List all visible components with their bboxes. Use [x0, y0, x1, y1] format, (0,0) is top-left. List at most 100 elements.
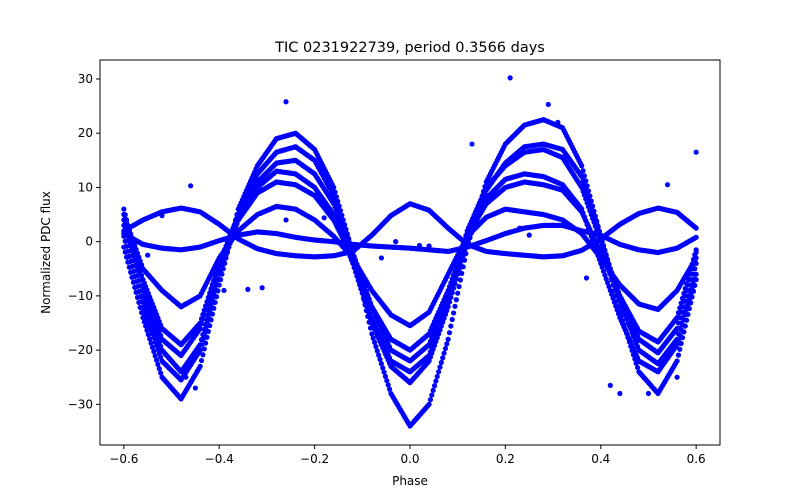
data-point	[624, 330, 630, 337]
data-point	[436, 369, 442, 375]
outlier-point	[507, 75, 513, 81]
data-point	[386, 386, 393, 392]
data-point	[688, 282, 694, 288]
data-point	[367, 325, 374, 331]
data-point	[459, 270, 465, 277]
data-point	[685, 311, 691, 318]
data-point	[339, 217, 345, 223]
data-point	[136, 289, 142, 295]
data-point	[430, 387, 436, 393]
x-tick-label: −0.2	[300, 452, 329, 466]
data-point	[145, 332, 151, 338]
data-point	[211, 293, 217, 299]
plot-frame	[99, 59, 721, 446]
data-point	[588, 203, 594, 210]
data-point	[374, 348, 380, 354]
data-point	[205, 314, 211, 321]
data-point	[681, 329, 687, 335]
data-point	[592, 216, 598, 222]
data-point	[138, 272, 145, 278]
data-point	[366, 319, 372, 325]
data-point	[598, 233, 604, 239]
data-point	[437, 364, 443, 370]
data-point	[207, 309, 213, 315]
data-point	[378, 361, 384, 367]
data-point	[634, 364, 641, 371]
outlier-point	[693, 149, 699, 155]
data-point	[129, 242, 135, 249]
data-point	[344, 233, 350, 239]
data-point	[376, 352, 382, 358]
data-point	[138, 299, 145, 305]
data-point	[370, 335, 376, 341]
data-point	[343, 229, 349, 235]
data-point	[678, 300, 684, 306]
data-point	[129, 263, 135, 270]
data-point	[126, 234, 132, 240]
data-point	[346, 237, 352, 243]
outlier-point	[393, 239, 399, 245]
data-point	[137, 294, 143, 300]
data-point	[128, 238, 134, 244]
data-point	[675, 310, 682, 316]
data-point	[201, 307, 207, 313]
data-point	[337, 213, 344, 219]
data-point	[446, 330, 453, 336]
outlier-point	[159, 213, 165, 219]
data-point	[385, 382, 391, 388]
outlier-point	[664, 182, 671, 188]
data-point	[617, 309, 623, 315]
data-point	[122, 221, 128, 227]
outlier-point	[321, 215, 327, 221]
data-point	[208, 304, 214, 310]
chart-title: TIC 0231922739, period 0.3566 days	[274, 40, 545, 56]
data-point	[692, 282, 698, 289]
data-point	[591, 212, 597, 218]
outlier-point	[526, 232, 532, 238]
data-point	[579, 163, 585, 169]
data-point	[213, 269, 220, 275]
data-point	[599, 238, 605, 244]
data-point	[369, 331, 375, 337]
data-point	[198, 316, 205, 322]
outlier-point	[183, 374, 189, 380]
outlier-point	[188, 183, 194, 189]
x-tick-label: 0.4	[591, 452, 610, 466]
data-point	[622, 326, 628, 332]
data-point	[143, 323, 149, 329]
data-point	[215, 277, 221, 283]
data-point	[130, 247, 136, 253]
data-point	[679, 314, 686, 321]
data-point	[204, 299, 210, 305]
y-tick-label: 10	[78, 180, 93, 194]
data-point	[625, 335, 631, 341]
data-point	[693, 234, 699, 240]
data-point	[448, 323, 454, 329]
data-point	[674, 336, 680, 342]
data-point	[689, 261, 695, 267]
data-point	[205, 294, 211, 301]
outlier-point	[345, 247, 351, 253]
data-point	[426, 401, 432, 407]
data-point	[583, 186, 589, 192]
data-point	[684, 281, 690, 287]
data-point	[212, 287, 218, 294]
data-point	[692, 252, 698, 258]
data-point	[629, 347, 635, 354]
data-point	[689, 294, 695, 300]
data-point	[197, 347, 203, 353]
data-point	[128, 258, 134, 265]
data-point	[678, 320, 684, 326]
data-point	[381, 369, 387, 375]
data-point	[580, 168, 586, 174]
data-point	[384, 378, 390, 384]
data-point	[679, 295, 686, 301]
data-point	[148, 340, 154, 346]
data-point	[633, 360, 639, 366]
data-point	[141, 319, 147, 325]
data-point	[158, 370, 164, 376]
data-point	[155, 361, 161, 368]
data-point	[686, 287, 692, 294]
data-point	[686, 271, 692, 277]
